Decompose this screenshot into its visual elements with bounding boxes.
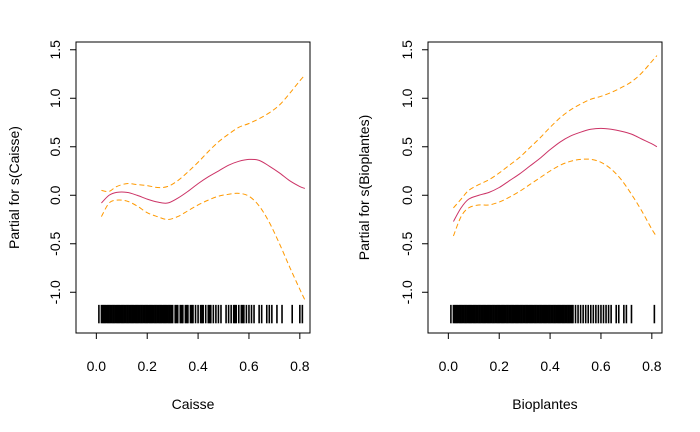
y-tick-label: 1.5 [47,40,63,60]
x-tick-label: 0.4 [188,358,208,374]
fit-curve [101,158,306,204]
plot-frame [427,41,663,334]
fit-curve [452,127,658,222]
y-tick-label: 0.5 [399,137,415,157]
x-tick-label: 0.0 [87,358,107,374]
y-tick-label: -1.0 [47,280,63,304]
y-tick-label: -1.0 [399,280,415,304]
x-tick-label: 0.6 [239,358,259,374]
x-tick-label: 0.8 [642,358,662,374]
x-axis: 0.0 0.2 0.4 0.6 0.8 [439,333,662,374]
lower-curve [100,192,306,301]
y-tick-label: -0.5 [399,231,415,255]
rug-marks [450,304,656,324]
series-group [452,55,658,238]
x-tick-label: 0.8 [290,358,310,374]
x-tick-label: 0.4 [540,358,560,374]
x-axis: 0.0 0.2 0.4 0.6 0.8 [87,333,310,374]
y-tick-label: 0.0 [47,185,63,205]
x-tick-label: 0.2 [489,358,509,374]
y-tick-label: 1.5 [399,40,415,60]
x-axis-label: Bioplantes [512,396,577,412]
rug-marks [98,304,304,324]
y-axis-label: Partial for s(Caisse) [6,126,22,249]
plot-frame [75,41,311,334]
y-tick-label: -0.5 [47,231,63,255]
y-axis-label: Partial for s(Bioplantes) [356,115,372,261]
y-axis: -1.0 -0.5 0.0 0.5 1.0 1.5 [47,40,76,304]
y-tick-label: 0.5 [47,137,63,157]
caisse-partial-plot: 0.0 0.2 0.4 0.6 0.8 -1.0 -0.5 0.0 0.5 1.0 1.5 Cai… [6,40,311,412]
series-group [100,74,306,301]
y-axis: -1.0 -0.5 0.0 0.5 1.0 1.5 [399,40,428,304]
lower-curve [452,158,658,238]
bioplantes-partial-plot: 0.0 0.2 0.4 0.6 0.8 -1.0 -0.5 0.0 0.5 1.0 1.5 Bio… [356,40,663,412]
y-tick-label: 0.0 [399,185,415,205]
x-tick-label: 0.2 [137,358,157,374]
x-tick-label: 0.0 [439,358,459,374]
x-tick-label: 0.6 [591,358,611,374]
y-tick-label: 1.0 [47,88,63,108]
y-tick-label: 1.0 [399,88,415,108]
x-axis-label: Caisse [172,396,215,412]
upper-curve [453,55,658,209]
upper-curve [101,74,306,193]
